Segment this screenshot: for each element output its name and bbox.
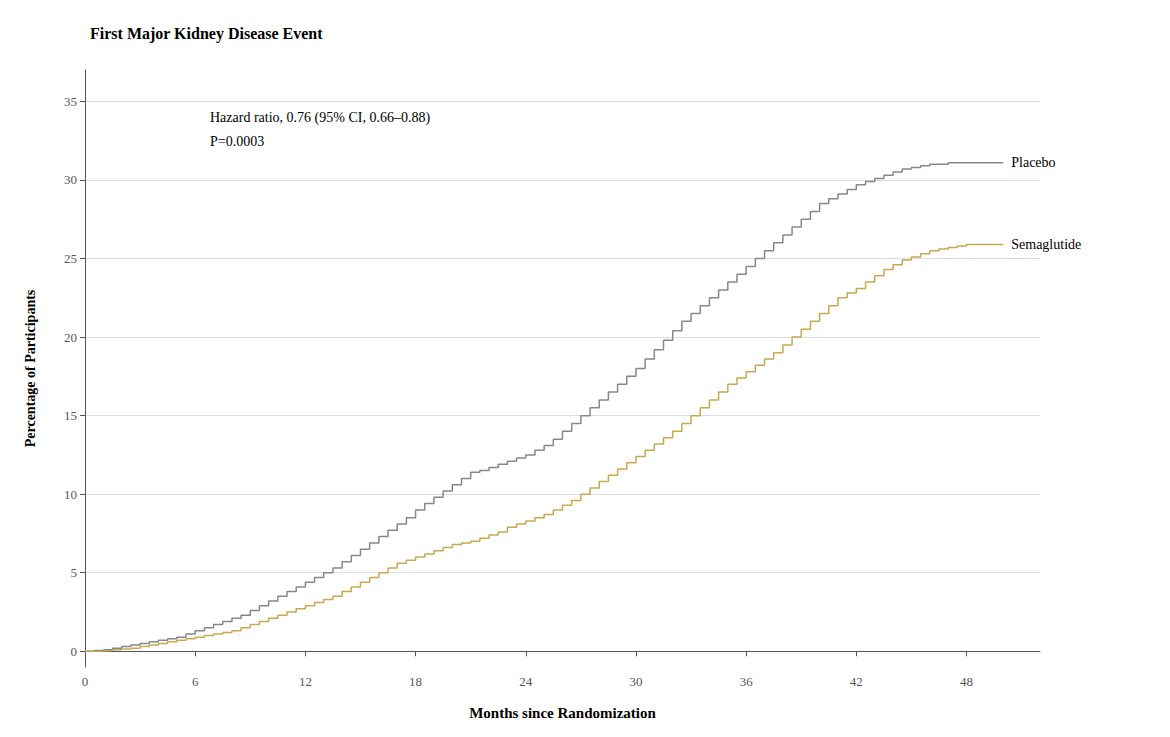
svg-text:36: 36 [740,674,754,689]
svg-text:P=0.0003: P=0.0003 [210,134,264,149]
svg-text:30: 30 [629,674,642,689]
svg-text:20: 20 [64,330,77,345]
svg-text:35: 35 [64,94,77,109]
svg-text:5: 5 [71,565,78,580]
svg-text:25: 25 [64,251,77,266]
svg-text:48: 48 [960,674,973,689]
svg-text:0: 0 [71,644,78,659]
svg-text:18: 18 [409,674,422,689]
svg-text:6: 6 [192,674,199,689]
svg-text:15: 15 [64,408,77,423]
svg-text:24: 24 [519,674,533,689]
svg-text:0: 0 [82,674,89,689]
svg-text:First Major Kidney Disease Eve: First Major Kidney Disease Event [90,25,323,43]
svg-text:10: 10 [64,487,77,502]
svg-text:12: 12 [299,674,312,689]
svg-text:Placebo: Placebo [1011,155,1055,170]
svg-text:42: 42 [850,674,863,689]
svg-text:Percentage of Participants: Percentage of Participants [23,289,38,447]
svg-text:Semaglutide: Semaglutide [1011,237,1081,252]
svg-text:Hazard ratio, 0.76 (95% CI, 0.: Hazard ratio, 0.76 (95% CI, 0.66–0.88) [210,110,430,126]
svg-text:30: 30 [64,172,77,187]
svg-text:Months since Randomization: Months since Randomization [469,705,656,721]
